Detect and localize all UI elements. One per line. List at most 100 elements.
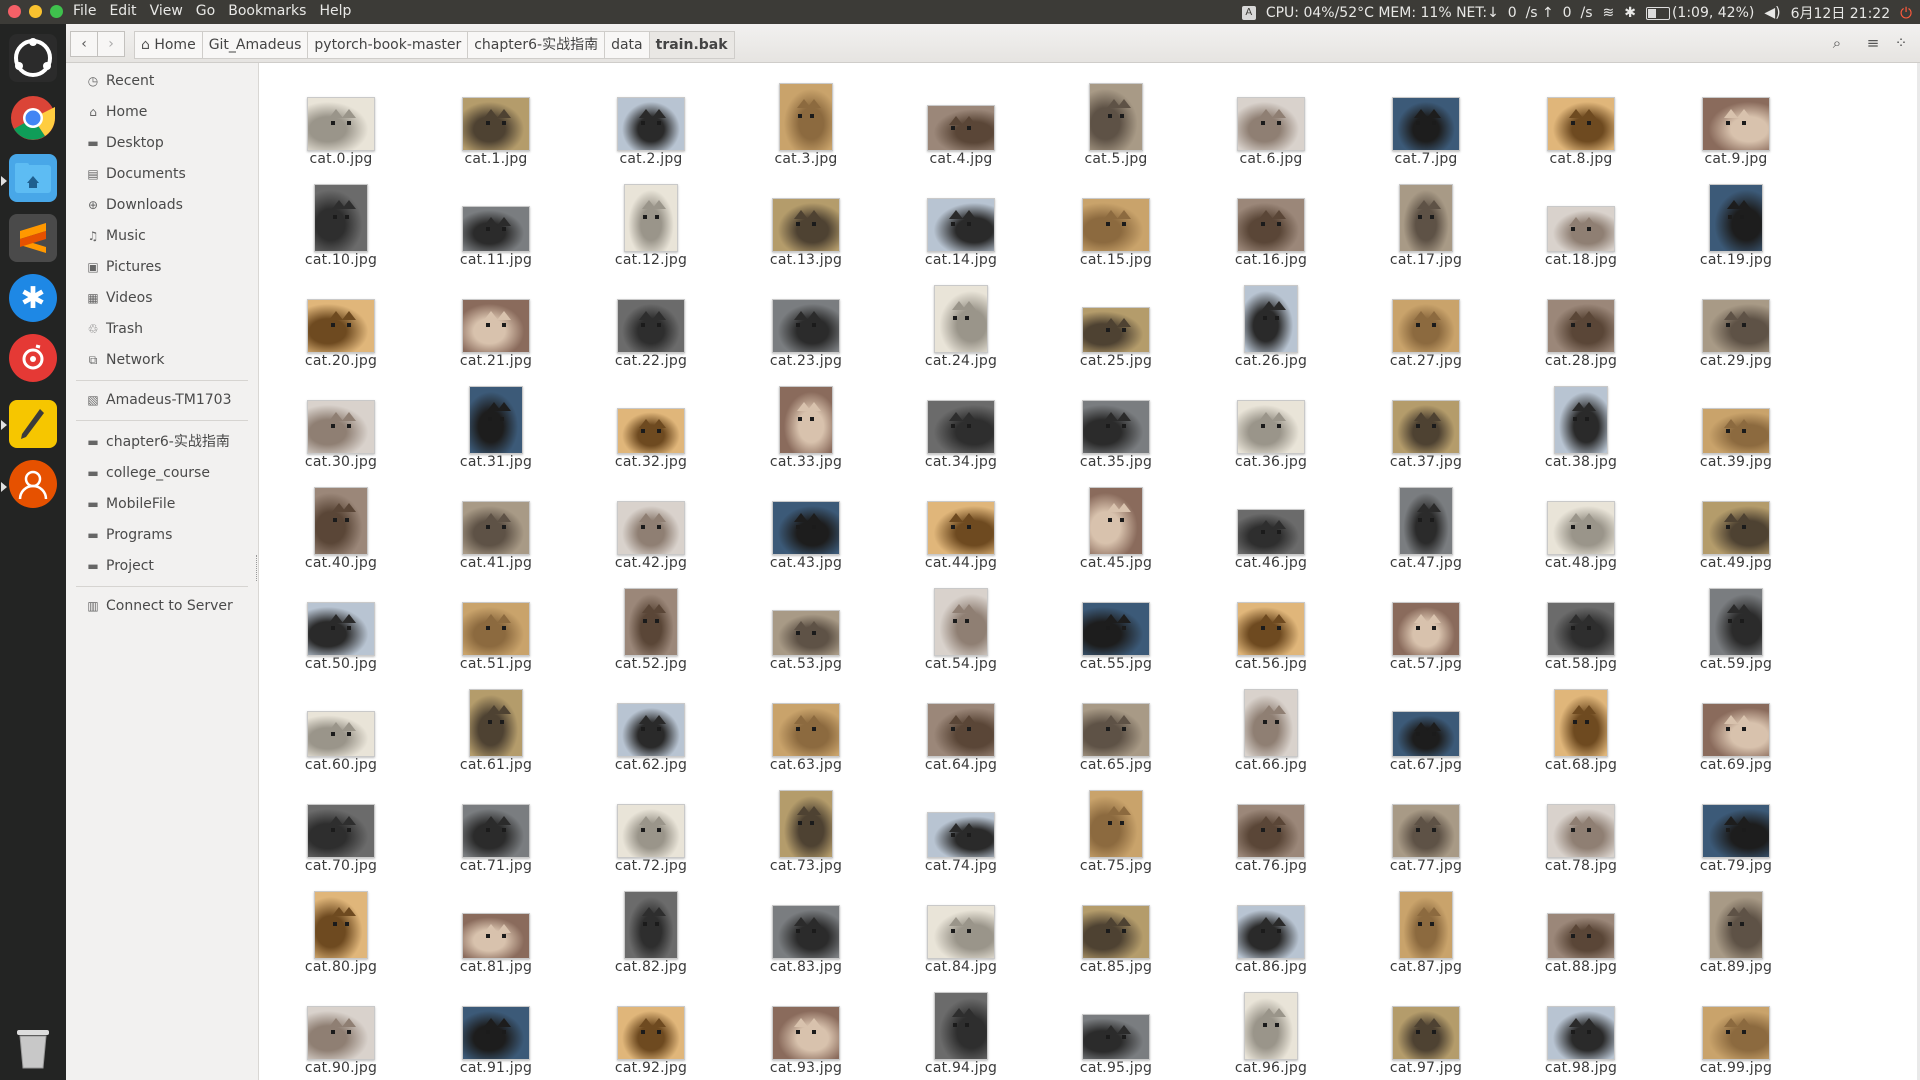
file-item[interactable]: cat.86.jpg bbox=[1211, 887, 1331, 987]
file-item[interactable]: cat.98.jpg bbox=[1521, 988, 1641, 1080]
file-item[interactable]: cat.81.jpg bbox=[436, 887, 556, 987]
breadcrumb-home[interactable]: ⌂ Home bbox=[134, 31, 203, 59]
file-item[interactable]: cat.89.jpg bbox=[1676, 887, 1796, 987]
file-item[interactable]: cat.75.jpg bbox=[1056, 786, 1176, 886]
file-item[interactable]: cat.40.jpg bbox=[281, 483, 401, 583]
file-item[interactable]: cat.92.jpg bbox=[591, 988, 711, 1080]
sidebar-item-desktop[interactable]: ▬ Desktop bbox=[86, 132, 163, 154]
breadcrumb-chapter6[interactable]: chapter6-实战指南 bbox=[468, 31, 606, 59]
file-item[interactable]: cat.46.jpg bbox=[1211, 483, 1331, 583]
file-item[interactable]: cat.70.jpg bbox=[281, 786, 401, 886]
sidebar-item-bookmark-mobilefile[interactable]: ▬ MobileFile bbox=[86, 493, 175, 515]
maximize-window-button[interactable] bbox=[50, 5, 63, 18]
file-item[interactable]: cat.22.jpg bbox=[591, 281, 711, 381]
file-item[interactable]: cat.34.jpg bbox=[901, 382, 1021, 482]
close-window-button[interactable] bbox=[8, 5, 21, 18]
file-item[interactable]: cat.71.jpg bbox=[436, 786, 556, 886]
file-item[interactable]: cat.67.jpg bbox=[1366, 685, 1486, 785]
file-item[interactable]: cat.18.jpg bbox=[1521, 180, 1641, 280]
file-item[interactable]: cat.41.jpg bbox=[436, 483, 556, 583]
file-item[interactable]: cat.4.jpg bbox=[901, 79, 1021, 179]
file-item[interactable]: cat.88.jpg bbox=[1521, 887, 1641, 987]
notes-icon[interactable] bbox=[9, 400, 57, 448]
breadcrumb-pytorch-book-master[interactable]: pytorch-book-master bbox=[308, 31, 469, 59]
menu-go[interactable]: Go bbox=[195, 3, 216, 19]
user-avatar-icon[interactable] bbox=[9, 460, 57, 508]
file-item[interactable]: cat.12.jpg bbox=[591, 180, 711, 280]
menu-bookmarks[interactable]: Bookmarks bbox=[228, 3, 307, 19]
wifi-icon[interactable]: ≋ bbox=[1602, 5, 1615, 21]
file-item[interactable]: cat.64.jpg bbox=[901, 685, 1021, 785]
file-item[interactable]: cat.11.jpg bbox=[436, 180, 556, 280]
file-item[interactable]: cat.80.jpg bbox=[281, 887, 401, 987]
power-icon[interactable]: ⏻ bbox=[1900, 4, 1912, 22]
file-item[interactable]: cat.24.jpg bbox=[901, 281, 1021, 381]
file-item[interactable]: cat.28.jpg bbox=[1521, 281, 1641, 381]
system-monitor-readout[interactable]: CPU: 04%/52°C MEM: 11% NET:↓ 0 /s ↑ 0 /s bbox=[1265, 5, 1593, 21]
file-item[interactable]: cat.5.jpg bbox=[1056, 79, 1176, 179]
sidebar-item-bookmark-college-course[interactable]: ▬ college_course bbox=[86, 462, 210, 484]
chrome-icon[interactable] bbox=[9, 94, 57, 142]
file-item[interactable]: cat.56.jpg bbox=[1211, 584, 1331, 684]
file-item[interactable]: cat.20.jpg bbox=[281, 281, 401, 381]
sublime-text-icon[interactable] bbox=[9, 214, 57, 262]
file-item[interactable]: cat.27.jpg bbox=[1366, 281, 1486, 381]
breadcrumb-train-bak[interactable]: train.bak bbox=[649, 31, 735, 59]
forward-button[interactable]: › bbox=[97, 31, 125, 57]
file-item[interactable]: cat.53.jpg bbox=[746, 584, 866, 684]
file-item[interactable]: cat.72.jpg bbox=[591, 786, 711, 886]
file-item[interactable]: cat.2.jpg bbox=[591, 79, 711, 179]
sidebar-item-network[interactable]: ⧉ Network bbox=[86, 349, 165, 371]
sidebar-item-bookmark-chapter6[interactable]: ▬ chapter6-实战指南 bbox=[86, 431, 230, 453]
file-item[interactable]: cat.59.jpg bbox=[1676, 584, 1796, 684]
sidebar-item-device[interactable]: ▧ Amadeus-TM1703 bbox=[86, 389, 231, 411]
file-item[interactable]: cat.45.jpg bbox=[1056, 483, 1176, 583]
file-item[interactable]: cat.68.jpg bbox=[1521, 685, 1641, 785]
file-item[interactable]: cat.42.jpg bbox=[591, 483, 711, 583]
menu-view[interactable]: View bbox=[149, 3, 183, 19]
file-item[interactable]: cat.33.jpg bbox=[746, 382, 866, 482]
file-item[interactable]: cat.26.jpg bbox=[1211, 281, 1331, 381]
sidebar-item-home[interactable]: ⌂ Home bbox=[86, 101, 147, 123]
file-item[interactable]: cat.21.jpg bbox=[436, 281, 556, 381]
sidebar-item-downloads[interactable]: ⊕ Downloads bbox=[86, 194, 183, 216]
clock[interactable]: 6月12日 21:22 bbox=[1790, 6, 1891, 22]
file-item[interactable]: cat.69.jpg bbox=[1676, 685, 1796, 785]
file-item[interactable]: cat.51.jpg bbox=[436, 584, 556, 684]
netease-music-icon[interactable] bbox=[9, 334, 57, 382]
file-item[interactable]: cat.30.jpg bbox=[281, 382, 401, 482]
battery-icon[interactable] bbox=[1645, 6, 1670, 20]
file-item[interactable]: cat.39.jpg bbox=[1676, 382, 1796, 482]
file-item[interactable]: cat.94.jpg bbox=[901, 988, 1021, 1080]
file-item[interactable]: cat.61.jpg bbox=[436, 685, 556, 785]
file-item[interactable]: cat.82.jpg bbox=[591, 887, 711, 987]
sidebar-item-videos[interactable]: ▦ Videos bbox=[86, 287, 152, 309]
file-item[interactable]: cat.48.jpg bbox=[1521, 483, 1641, 583]
file-item[interactable]: cat.62.jpg bbox=[591, 685, 711, 785]
file-item[interactable]: cat.54.jpg bbox=[901, 584, 1021, 684]
file-item[interactable]: cat.52.jpg bbox=[591, 584, 711, 684]
file-item[interactable]: cat.23.jpg bbox=[746, 281, 866, 381]
file-item[interactable]: cat.50.jpg bbox=[281, 584, 401, 684]
file-item[interactable]: cat.66.jpg bbox=[1211, 685, 1331, 785]
file-item[interactable]: cat.10.jpg bbox=[281, 180, 401, 280]
file-item[interactable]: cat.87.jpg bbox=[1366, 887, 1486, 987]
volume-icon[interactable]: ◀) bbox=[1764, 5, 1781, 21]
files-icon[interactable] bbox=[9, 154, 57, 202]
search-icon[interactable]: ⌕ bbox=[1832, 34, 1842, 52]
file-item[interactable]: cat.83.jpg bbox=[746, 887, 866, 987]
sidebar-item-trash[interactable]: ♲ Trash bbox=[86, 318, 143, 340]
sidebar-item-bookmark-programs[interactable]: ▬ Programs bbox=[86, 524, 172, 546]
breadcrumb-data[interactable]: data bbox=[605, 31, 650, 59]
file-item[interactable]: cat.79.jpg bbox=[1676, 786, 1796, 886]
file-item[interactable]: cat.31.jpg bbox=[436, 382, 556, 482]
file-item[interactable]: cat.90.jpg bbox=[281, 988, 401, 1080]
file-item[interactable]: cat.65.jpg bbox=[1056, 685, 1176, 785]
keyboard-layout-icon[interactable]: A bbox=[1241, 6, 1256, 20]
file-item[interactable]: cat.7.jpg bbox=[1366, 79, 1486, 179]
file-item[interactable]: cat.0.jpg bbox=[281, 79, 401, 179]
file-item[interactable]: cat.47.jpg bbox=[1366, 483, 1486, 583]
file-item[interactable]: cat.49.jpg bbox=[1676, 483, 1796, 583]
file-item[interactable]: cat.63.jpg bbox=[746, 685, 866, 785]
file-item[interactable]: cat.91.jpg bbox=[436, 988, 556, 1080]
